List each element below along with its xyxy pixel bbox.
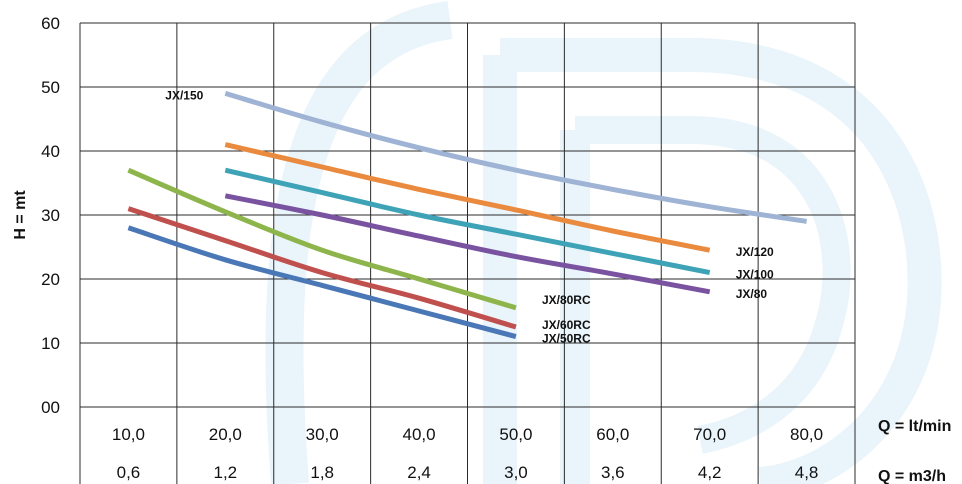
x2-tick-label: 2,4 <box>407 463 431 482</box>
y-tick-label: 10 <box>41 334 60 353</box>
series-line <box>127 225 517 340</box>
series-line <box>224 91 807 224</box>
chart-labels: JX/150 JX/120 JX/100 JX/80 JX/80RC JX/60RCJX/… <box>165 88 774 345</box>
series-label: JX/120 <box>736 245 774 259</box>
y-tick-label: 50 <box>41 78 60 97</box>
x-axis-unit-label: Q = lt/min <box>878 418 951 435</box>
x-tick-label: 40,0 <box>403 425 436 444</box>
series-label: JX/50RC <box>542 332 591 346</box>
series-line <box>127 206 517 330</box>
y-tick-label: 20 <box>41 270 60 289</box>
x2-tick-label: 0,6 <box>117 463 141 482</box>
series-label: JX/150 <box>165 88 203 102</box>
series-line <box>224 167 711 276</box>
x-tick-label: 30,0 <box>306 425 339 444</box>
x-tick-label: 70,0 <box>693 425 726 444</box>
y-tick-label: 40 <box>41 142 60 161</box>
series-line <box>224 142 711 253</box>
x2-tick-label: 4,8 <box>795 463 819 482</box>
x-tick-label: 20,0 <box>209 425 242 444</box>
x-tick-label: 10,0 <box>112 425 145 444</box>
x2-tick-label: 3,6 <box>601 463 625 482</box>
series-line <box>127 167 517 311</box>
y-axis-label: H = mt <box>12 190 29 240</box>
series-label: JX/80 <box>736 287 768 301</box>
y-tick-label: 30 <box>41 206 60 225</box>
series-label: JX/60RC <box>542 318 591 332</box>
y-tick-label: 00 <box>41 398 60 417</box>
x2-axis-unit-label: Q = m3/h <box>878 468 946 484</box>
x-tick-label: 50,0 <box>499 425 532 444</box>
watermark-logo <box>265 1 942 484</box>
x-tick-label: 60,0 <box>596 425 629 444</box>
series-label: JX/100 <box>736 268 774 282</box>
x2-tick-label: 4,2 <box>698 463 722 482</box>
chart-grid: 60 50 40 30 20 10 00 10,0 20,0 30,0 40,0 50,0 60,0 70… <box>41 14 856 484</box>
x2-tick-label: 3,0 <box>504 463 528 482</box>
series-label: JX/80RC <box>542 293 591 307</box>
y-tick-label: 60 <box>41 14 60 33</box>
series-line <box>224 193 711 295</box>
x2-tick-label: 1,8 <box>310 463 334 482</box>
x2-tick-label: 1,2 <box>213 463 237 482</box>
chart-series <box>127 91 807 340</box>
x-tick-label: 80,0 <box>790 425 823 444</box>
